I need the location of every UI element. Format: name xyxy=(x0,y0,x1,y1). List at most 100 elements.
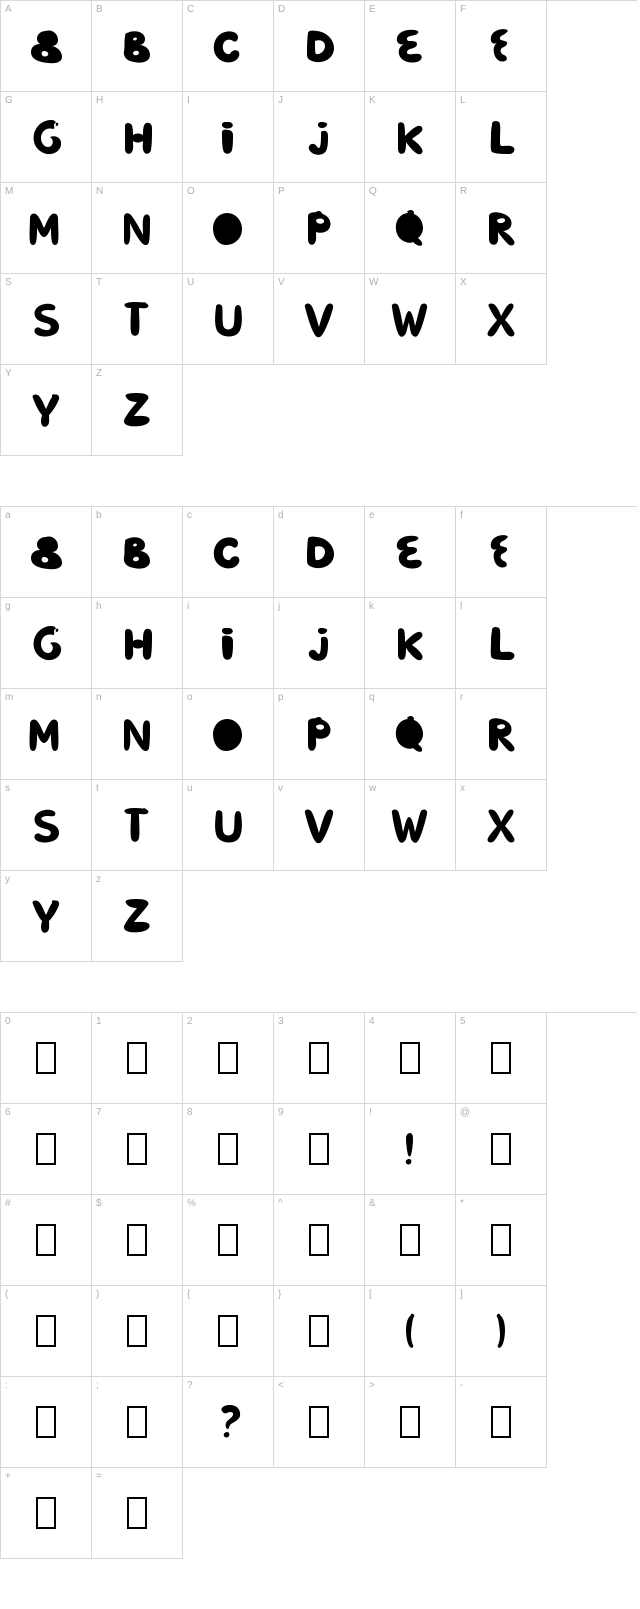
uppercase-cell: I xyxy=(183,92,274,183)
glyph xyxy=(117,209,157,247)
symbols-cell: 9 xyxy=(274,1104,365,1195)
cell-label: 1 xyxy=(96,1016,102,1027)
glyph xyxy=(25,715,67,753)
symbols-cell: ( xyxy=(1,1286,92,1377)
cell-label: Q xyxy=(369,186,377,197)
cell-label: f xyxy=(460,510,463,521)
glyph xyxy=(127,1315,147,1347)
lowercase-cell: d xyxy=(274,507,365,598)
glyph xyxy=(26,624,66,662)
cell-label: $ xyxy=(96,1198,102,1209)
symbols-cell: ? xyxy=(183,1377,274,1468)
notdef-box xyxy=(127,1406,147,1438)
symbols-cell: 1 xyxy=(92,1013,183,1104)
cell-label: G xyxy=(5,95,13,106)
symbols-cell: < xyxy=(274,1377,365,1468)
notdef-box xyxy=(36,1224,56,1256)
symbols-cell: @ xyxy=(456,1104,547,1195)
cell-label: b xyxy=(96,510,102,521)
glyph xyxy=(309,1042,329,1074)
uppercase-cell: C xyxy=(183,1,274,92)
cell-label: h xyxy=(96,601,102,612)
glyph xyxy=(491,1042,511,1074)
lowercase-cell: g xyxy=(1,598,92,689)
glyph xyxy=(127,1406,147,1438)
glyph xyxy=(309,1315,329,1347)
symbols-cell: } xyxy=(274,1286,365,1377)
uppercase-cell: E xyxy=(365,1,456,92)
cell-label: k xyxy=(369,601,374,612)
cell-label: i xyxy=(187,601,189,612)
glyph xyxy=(208,715,248,753)
cell-label: I xyxy=(187,95,190,106)
cell-label: z xyxy=(96,874,101,885)
glyph xyxy=(390,209,430,247)
glyph xyxy=(481,118,521,156)
uppercase-cell: V xyxy=(274,274,365,365)
notdef-box xyxy=(309,1133,329,1165)
glyph xyxy=(309,1224,329,1256)
notdef-box xyxy=(127,1042,147,1074)
notdef-box xyxy=(36,1315,56,1347)
lowercase-cell: k xyxy=(365,598,456,689)
symbols-cell: ) xyxy=(92,1286,183,1377)
cell-label: u xyxy=(187,783,193,794)
cell-label: < xyxy=(278,1380,284,1391)
glyph xyxy=(400,1406,420,1438)
symbols-cell: > xyxy=(365,1377,456,1468)
glyph xyxy=(390,624,430,662)
symbols-cell: 5 xyxy=(456,1013,547,1104)
symbols-cell: ! xyxy=(365,1104,456,1195)
lowercase-cell: u xyxy=(183,780,274,871)
notdef-box xyxy=(127,1133,147,1165)
notdef-box xyxy=(127,1497,147,1529)
glyph xyxy=(299,27,339,65)
lowercase-cell: n xyxy=(92,689,183,780)
cell-label: Z xyxy=(96,368,102,379)
uppercase-cell: M xyxy=(1,183,92,274)
notdef-box xyxy=(491,1224,511,1256)
cell-label: ? xyxy=(187,1380,193,1391)
glyph xyxy=(36,1315,56,1347)
lowercase-cell: v xyxy=(274,780,365,871)
lowercase-cell: t xyxy=(92,780,183,871)
glyph xyxy=(117,27,157,65)
lowercase-section: abcdefghijklmnopqrstuvwxyz xyxy=(0,506,640,962)
cell-label: y xyxy=(5,874,10,885)
cell-label: 2 xyxy=(187,1016,193,1027)
lowercase-cell: c xyxy=(183,507,274,598)
lowercase-cell: h xyxy=(92,598,183,689)
symbols-cell: # xyxy=(1,1195,92,1286)
glyph xyxy=(299,118,339,156)
cell-label: g xyxy=(5,601,11,612)
symbols-cell: ; xyxy=(92,1377,183,1468)
glyph xyxy=(481,624,521,662)
cell-label: & xyxy=(369,1198,376,1209)
lowercase-cell: q xyxy=(365,689,456,780)
cell-label: m xyxy=(5,692,13,703)
uppercase-cell: O xyxy=(183,183,274,274)
cell-label: # xyxy=(5,1198,11,1209)
cell-label: ( xyxy=(5,1289,8,1300)
glyph xyxy=(481,715,521,753)
lowercase-cell: s xyxy=(1,780,92,871)
glyph xyxy=(218,1315,238,1347)
uppercase-cell: S xyxy=(1,274,92,365)
glyph xyxy=(218,1133,238,1165)
notdef-box xyxy=(218,1315,238,1347)
cell-label: W xyxy=(369,277,378,288)
uppercase-cell: G xyxy=(1,92,92,183)
glyph xyxy=(117,624,157,662)
glyph xyxy=(390,27,430,65)
glyph xyxy=(491,1133,511,1165)
notdef-box xyxy=(36,1133,56,1165)
notdef-box xyxy=(400,1042,420,1074)
cell-label: P xyxy=(278,186,285,197)
glyph xyxy=(390,715,430,753)
lowercase-cell: a xyxy=(1,507,92,598)
cell-label: J xyxy=(278,95,283,106)
cell-label: r xyxy=(460,692,463,703)
lowercase-cell: b xyxy=(92,507,183,598)
cell-label: = xyxy=(96,1471,102,1482)
glyph xyxy=(127,1497,147,1529)
